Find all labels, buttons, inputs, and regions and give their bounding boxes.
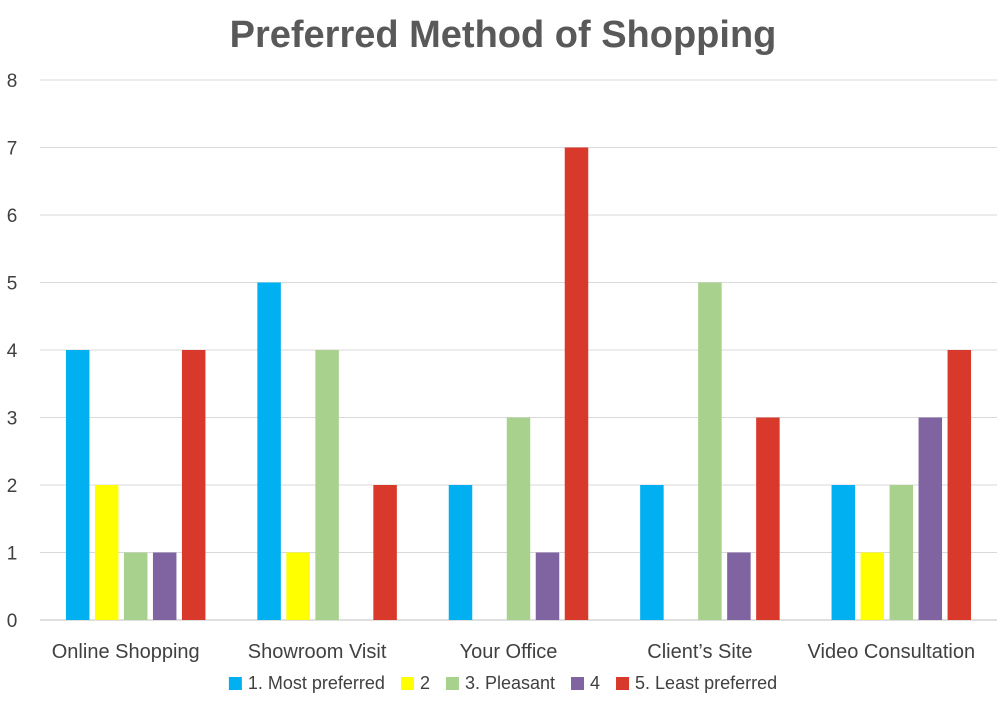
bar <box>535 552 560 620</box>
bar <box>65 350 90 620</box>
bar <box>564 147 589 620</box>
legend-label: 3. Pleasant <box>465 673 555 693</box>
y-tick-label: 7 <box>7 139 18 160</box>
y-tick-label: 0 <box>7 611 18 632</box>
bar <box>918 417 943 620</box>
chart-title: Preferred Method of Shopping <box>230 14 777 56</box>
y-tick-label: 2 <box>7 476 18 497</box>
bar <box>698 282 722 620</box>
bar <box>94 485 119 620</box>
bar <box>947 350 972 620</box>
y-tick-label: 4 <box>7 341 18 362</box>
bar <box>860 552 885 620</box>
y-tick-label: 1 <box>7 544 18 565</box>
bar <box>181 350 206 620</box>
y-tick-label: 3 <box>7 409 18 430</box>
bar <box>831 485 856 620</box>
legend-swatch <box>571 677 585 690</box>
y-tick-label: 8 <box>7 71 18 92</box>
legend: 1. Most preferred 2 3. Pleasant 4 5. Least p… <box>228 673 777 693</box>
bar <box>373 485 397 620</box>
category-labels: Online Shopping Showroom Visit Your Office… <box>52 641 975 663</box>
y-tick-label: 5 <box>7 274 18 295</box>
bar <box>889 485 914 620</box>
y-tick-label: 6 <box>7 206 18 227</box>
bars-layer <box>65 147 972 620</box>
legend-label: 5. Least preferred <box>635 673 777 693</box>
legend-swatch <box>400 677 414 690</box>
category-label: Showroom Visit <box>248 641 387 663</box>
legend-label: 4 <box>590 673 600 693</box>
legend-label: 2 <box>420 673 430 693</box>
bar <box>315 350 339 620</box>
bar <box>506 417 531 620</box>
legend-label: 1. Most preferred <box>248 673 385 693</box>
bar <box>640 485 664 620</box>
legend-swatch <box>228 677 242 690</box>
category-label: Video Consultation <box>808 641 976 663</box>
category-label: Online Shopping <box>52 641 200 663</box>
bar <box>756 417 780 620</box>
bar <box>727 552 751 620</box>
bar <box>152 552 177 620</box>
legend-swatch <box>445 677 459 690</box>
bar <box>286 552 310 620</box>
bar <box>257 282 281 620</box>
bar <box>123 552 148 620</box>
category-label: Client’s Site <box>647 641 752 663</box>
legend-swatch <box>616 677 630 690</box>
bar <box>448 485 473 620</box>
category-label: Your Office <box>460 641 558 663</box>
